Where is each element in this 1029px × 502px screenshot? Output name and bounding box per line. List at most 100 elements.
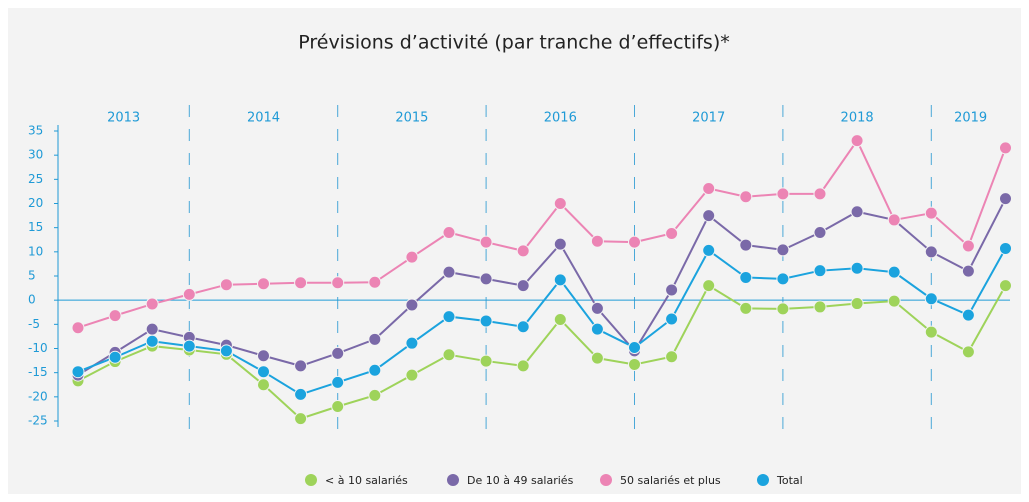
data-point [331, 276, 345, 290]
data-point [961, 264, 975, 278]
data-point [702, 279, 716, 293]
year-label: 2015 [395, 111, 428, 126]
data-point [405, 368, 419, 382]
data-point [331, 346, 345, 360]
y-tick-label: 30 [28, 148, 43, 162]
year-label: 2018 [841, 111, 874, 126]
data-point [257, 378, 270, 392]
year-label: 2013 [107, 111, 140, 126]
data-point [665, 312, 679, 326]
data-point [999, 141, 1012, 155]
data-point [553, 237, 567, 251]
y-tick-label: 20 [28, 196, 43, 210]
data-point [553, 273, 567, 287]
legend-label: Total [776, 474, 803, 487]
y-tick-label: -15 [28, 365, 48, 379]
year-label: 2016 [544, 111, 577, 126]
data-point [257, 349, 270, 363]
data-point [516, 359, 530, 373]
year-label: 2017 [692, 111, 725, 126]
data-point [368, 363, 382, 377]
data-point [739, 238, 753, 252]
data-point [405, 336, 419, 350]
data-point [590, 301, 604, 315]
data-point [702, 209, 716, 223]
data-point [590, 322, 604, 336]
data-point [219, 344, 233, 358]
data-point [924, 245, 938, 259]
data-point [813, 187, 827, 201]
data-point [182, 339, 196, 353]
legend-marker [305, 474, 317, 486]
data-point [516, 244, 530, 258]
data-point [999, 192, 1012, 206]
legend-marker [447, 474, 459, 486]
data-point [590, 351, 604, 365]
data-point [368, 332, 382, 346]
data-point [702, 182, 716, 196]
data-point [924, 292, 938, 306]
data-point [887, 213, 901, 227]
y-tick-label: 25 [28, 172, 43, 186]
data-point [590, 234, 604, 248]
data-point [479, 235, 493, 249]
data-point [442, 265, 456, 279]
data-point [108, 350, 122, 364]
data-point [257, 365, 270, 379]
y-tick-label: 5 [28, 269, 36, 283]
data-point [405, 250, 419, 264]
data-point [331, 400, 345, 413]
data-point [71, 321, 85, 335]
legend-label: 50 salariés et plus [620, 474, 721, 487]
data-point [479, 314, 493, 328]
data-point [71, 365, 85, 379]
data-point [924, 206, 938, 220]
data-point [628, 235, 641, 249]
data-point [108, 309, 122, 323]
data-point [999, 279, 1012, 293]
y-tick-label: -25 [28, 414, 48, 428]
data-point [553, 197, 567, 210]
data-point [961, 308, 975, 322]
data-point [850, 297, 864, 311]
y-tick-label: 10 [28, 244, 43, 258]
legend-marker [600, 474, 612, 486]
data-point [442, 310, 456, 324]
data-point [776, 302, 790, 316]
data-point [553, 313, 567, 326]
data-point [516, 320, 530, 334]
data-point [887, 294, 901, 308]
data-point [368, 275, 382, 289]
data-point [739, 301, 753, 315]
data-point [516, 279, 530, 293]
data-point [145, 322, 159, 336]
data-point [776, 272, 790, 286]
chart-background [8, 8, 1021, 494]
y-tick-label: 15 [28, 220, 43, 234]
chart-title: Prévisions d’activité (par tranche d’eff… [298, 32, 730, 54]
y-tick-label: 0 [28, 293, 36, 307]
data-point [813, 264, 827, 278]
data-point [182, 287, 196, 301]
y-tick-label: -10 [28, 341, 48, 355]
y-tick-label: -5 [28, 317, 40, 331]
data-point [219, 278, 233, 292]
data-point [442, 348, 456, 362]
data-point [331, 375, 345, 389]
data-point [479, 354, 493, 368]
data-point [479, 272, 493, 286]
y-tick-label: 35 [28, 124, 43, 138]
data-point [776, 243, 790, 257]
data-point [850, 205, 864, 219]
legend-label: De 10 à 49 salariés [467, 474, 574, 487]
data-point [257, 277, 270, 291]
data-point [961, 239, 975, 253]
data-point [702, 243, 716, 257]
data-point [665, 226, 679, 240]
year-label: 2019 [954, 111, 987, 126]
data-point [924, 325, 938, 339]
data-point [145, 297, 159, 311]
data-point [850, 134, 864, 148]
data-point [776, 187, 790, 201]
